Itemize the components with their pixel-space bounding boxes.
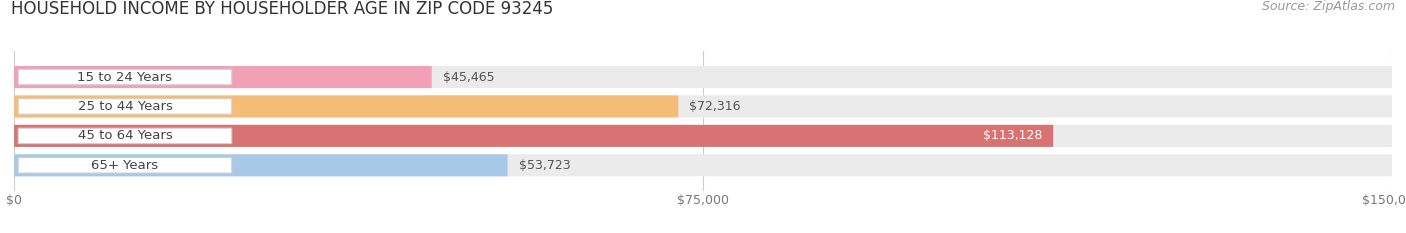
Text: $113,128: $113,128 [983, 129, 1042, 142]
FancyBboxPatch shape [14, 66, 1392, 88]
FancyBboxPatch shape [18, 99, 232, 114]
Text: Source: ZipAtlas.com: Source: ZipAtlas.com [1261, 0, 1395, 13]
FancyBboxPatch shape [18, 128, 232, 144]
FancyBboxPatch shape [14, 95, 678, 117]
Text: HOUSEHOLD INCOME BY HOUSEHOLDER AGE IN ZIP CODE 93245: HOUSEHOLD INCOME BY HOUSEHOLDER AGE IN Z… [11, 0, 554, 18]
Text: 25 to 44 Years: 25 to 44 Years [77, 100, 173, 113]
FancyBboxPatch shape [14, 95, 1392, 117]
FancyBboxPatch shape [14, 154, 508, 176]
Text: $45,465: $45,465 [443, 71, 495, 83]
Text: $72,316: $72,316 [689, 100, 741, 113]
FancyBboxPatch shape [14, 125, 1392, 147]
FancyBboxPatch shape [14, 154, 1392, 176]
Text: 15 to 24 Years: 15 to 24 Years [77, 71, 173, 83]
FancyBboxPatch shape [18, 158, 232, 173]
Text: 45 to 64 Years: 45 to 64 Years [77, 129, 173, 142]
FancyBboxPatch shape [14, 66, 432, 88]
FancyBboxPatch shape [18, 69, 232, 85]
Text: $53,723: $53,723 [519, 159, 571, 172]
Text: 65+ Years: 65+ Years [91, 159, 159, 172]
FancyBboxPatch shape [14, 125, 1053, 147]
